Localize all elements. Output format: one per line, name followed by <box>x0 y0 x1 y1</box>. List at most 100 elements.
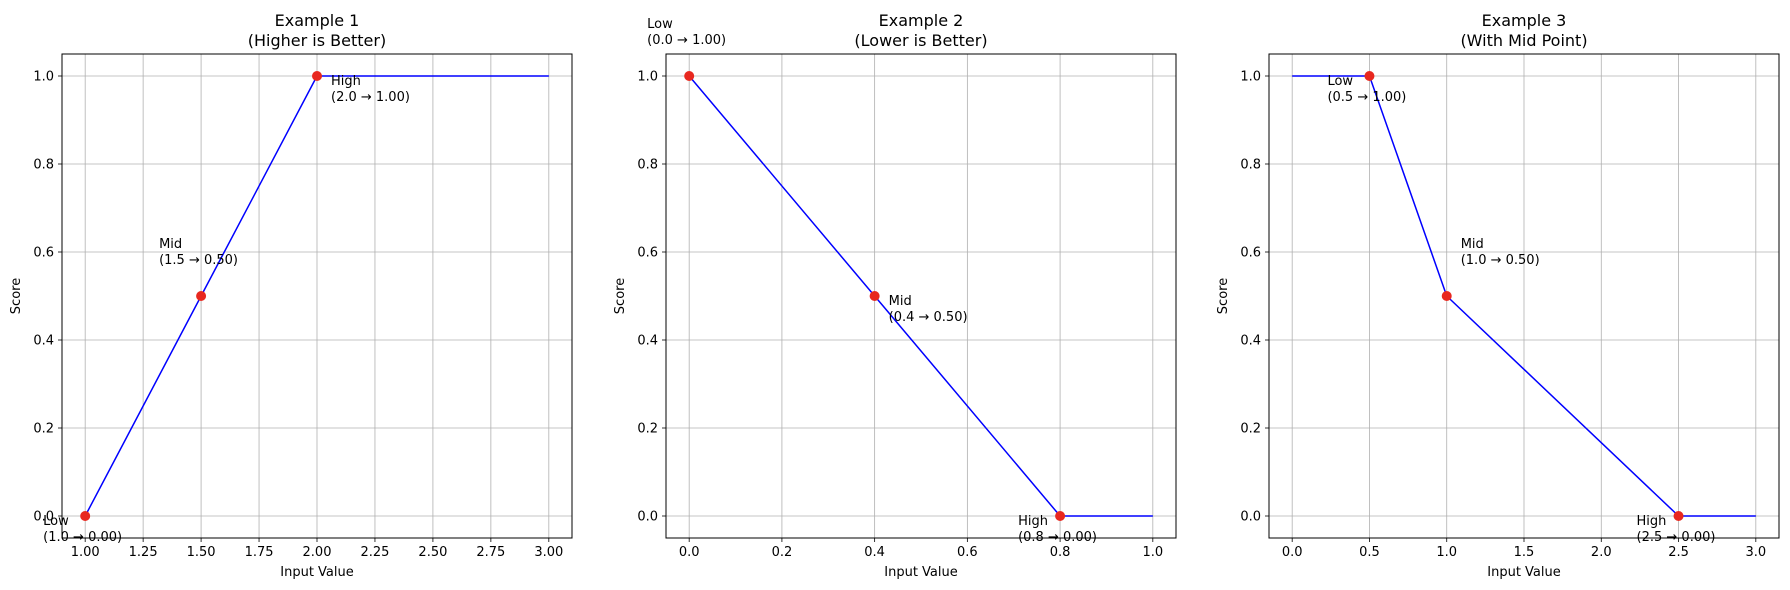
point-annotation-value: (0.4 → 0.50) <box>889 310 968 325</box>
y-axis-label: Score <box>613 278 628 314</box>
y-tick-label: 0.2 <box>33 422 54 437</box>
y-tick-label: 1.0 <box>1240 70 1261 85</box>
point-annotation: Low (1.0 → 0.00) <box>43 514 122 545</box>
grid <box>1269 54 1779 538</box>
x-tick-label: 1.50 <box>187 545 216 560</box>
x-tick-label: 3.00 <box>534 545 563 560</box>
chart-title-line: Example 2 <box>879 11 964 30</box>
y-tick-label: 1.0 <box>33 70 54 85</box>
x-tick-label: 0.6 <box>957 545 978 560</box>
point-marker <box>684 71 695 81</box>
point-annotation-label: Low <box>43 514 69 529</box>
point-annotation: High (0.8 → 0.00) <box>1018 514 1097 545</box>
y-axis-label: Score <box>9 278 24 314</box>
y-tick-label: 0.2 <box>637 422 658 437</box>
point-annotation: High (2.5 → 0.00) <box>1637 514 1716 545</box>
y-tick-label: 0.6 <box>33 246 54 261</box>
point-annotation-value: (0.5 → 1.00) <box>1327 90 1406 105</box>
grid <box>62 54 572 538</box>
point-annotation-label: Mid <box>159 237 182 252</box>
grid <box>666 54 1176 538</box>
axes-frame <box>665 53 1177 539</box>
chart-title: Example 3 (With Mid Point) <box>1460 11 1587 50</box>
point-annotation: Mid (1.0 → 0.50) <box>1461 237 1540 268</box>
x-tick-label: 2.00 <box>303 545 332 560</box>
x-tick-label: 1.0 <box>1142 545 1163 560</box>
point-annotation-value: (2.5 → 0.00) <box>1637 530 1716 545</box>
point-marker <box>1441 291 1452 301</box>
y-tick-label: 0.8 <box>33 158 54 173</box>
point-annotation: Low (0.0 → 1.00) <box>647 17 726 48</box>
x-tick-label: 1.25 <box>129 545 158 560</box>
chart-title-line: Example 1 <box>275 11 360 30</box>
point-marker <box>80 511 91 521</box>
point-annotation-label: Low <box>1327 74 1353 89</box>
chart-title: Example 2 (Lower is Better) <box>854 11 987 50</box>
y-tick-label: 0.0 <box>637 510 658 525</box>
x-tick-label: 1.75 <box>245 545 274 560</box>
point-annotation-label: Mid <box>1461 237 1484 252</box>
chart-title-line: (With Mid Point) <box>1460 31 1587 50</box>
x-tick-label: 1.00 <box>71 545 100 560</box>
score-curve <box>84 75 549 517</box>
chart-1: 1.00 1.25 1.50 1.75 2.00 2.25 2.50 2.75 3.00 0.0 0… <box>9 11 573 580</box>
point-marker <box>196 291 207 301</box>
point-annotation: Low (0.5 → 1.00) <box>1327 74 1406 105</box>
chart-title: Example 1 (Higher is Better) <box>248 11 386 50</box>
x-tick-label: 2.75 <box>476 545 505 560</box>
y-tick-label: 0.4 <box>637 334 658 349</box>
x-tick-label: 2.5 <box>1668 545 1689 560</box>
y-tick-label: 0.4 <box>33 334 54 349</box>
x-tick-label: 0.0 <box>679 545 700 560</box>
y-tick-label: 0.6 <box>637 246 658 261</box>
point-annotation-value: (1.0 → 0.00) <box>43 530 122 545</box>
point-annotation: Mid (1.5 → 0.50) <box>159 237 238 268</box>
y-tick-label: 1.0 <box>637 70 658 85</box>
y-tick-label: 0.0 <box>33 510 54 525</box>
chart-title-line: (Higher is Better) <box>248 31 386 50</box>
x-axis-label: Input Value <box>1487 565 1561 580</box>
x-tick-label: 1.0 <box>1436 545 1457 560</box>
point-annotation-value: (2.0 → 1.00) <box>331 90 410 105</box>
x-tick-label: 2.25 <box>360 545 389 560</box>
y-tick-label: 0.8 <box>637 158 658 173</box>
x-tick-label: 2.0 <box>1591 545 1612 560</box>
y-tick-label: 0.0 <box>1240 510 1261 525</box>
point-annotation-label: High <box>1637 514 1667 529</box>
x-tick-label: 0.0 <box>1282 545 1303 560</box>
chart-3: 0.0 0.5 1.0 1.5 2.0 2.5 3.0 0.0 0.2 0.4 0.6 0.8 1.0 I… <box>1216 11 1780 580</box>
x-tick-label: 0.8 <box>1050 545 1071 560</box>
y-tick-label: 0.2 <box>1240 422 1261 437</box>
y-tick-label: 0.8 <box>1240 158 1261 173</box>
point-annotation-label: Mid <box>889 294 912 309</box>
y-tick-label: 0.4 <box>1240 334 1261 349</box>
point-annotation-label: High <box>1018 514 1048 529</box>
point-marker <box>1055 511 1066 521</box>
point-annotation-value: (1.5 → 0.50) <box>159 253 238 268</box>
x-axis-label: Input Value <box>884 565 958 580</box>
point-annotation-label: High <box>331 74 361 89</box>
y-axis-label: Score <box>1216 278 1231 314</box>
chart-title-line: (Lower is Better) <box>854 31 987 50</box>
point-annotation-label: Low <box>647 17 673 32</box>
x-tick-label: 0.5 <box>1359 545 1380 560</box>
chart-title-line: Example 3 <box>1482 11 1567 30</box>
point-marker <box>869 291 880 301</box>
point-annotation-value: (1.0 → 0.50) <box>1461 253 1540 268</box>
point-marker <box>1364 71 1375 81</box>
point-marker <box>1673 511 1684 521</box>
x-axis-label: Input Value <box>280 565 354 580</box>
x-tick-label: 0.4 <box>864 545 885 560</box>
x-tick-label: 0.2 <box>772 545 793 560</box>
score-curve <box>688 75 1153 517</box>
x-tick-label: 3.0 <box>1745 545 1766 560</box>
point-marker <box>312 71 322 81</box>
chart-2: 0.0 0.2 0.4 0.6 0.8 1.0 0.0 0.2 0.4 0.6 0.8 1.0 Inpu… <box>613 11 1177 580</box>
point-annotation-value: (0.0 → 1.00) <box>647 33 726 48</box>
y-tick-label: 0.6 <box>1240 246 1261 261</box>
point-annotation-value: (0.8 → 0.00) <box>1018 530 1097 545</box>
x-tick-label: 1.5 <box>1514 545 1535 560</box>
point-annotation: Mid (0.4 → 0.50) <box>889 294 968 325</box>
point-annotation: High (2.0 → 1.00) <box>331 74 410 105</box>
